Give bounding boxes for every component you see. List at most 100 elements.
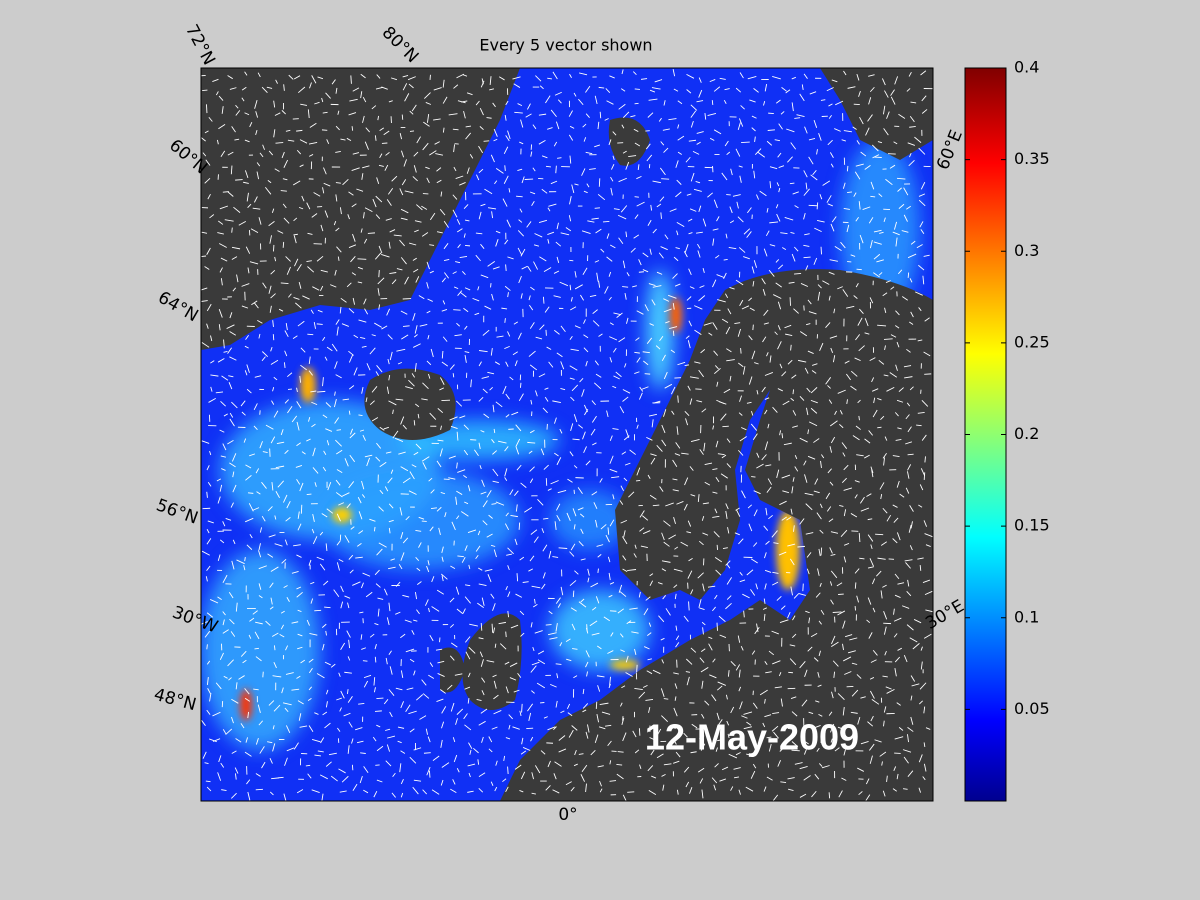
vector bbox=[860, 507, 870, 512]
vector bbox=[896, 773, 899, 780]
vector bbox=[716, 274, 725, 279]
vector bbox=[712, 491, 718, 494]
vector bbox=[320, 269, 328, 273]
vector bbox=[804, 367, 809, 374]
vector bbox=[587, 220, 595, 223]
vector bbox=[877, 557, 886, 560]
vector bbox=[467, 672, 471, 678]
vector bbox=[740, 646, 744, 651]
vector bbox=[828, 399, 833, 404]
vector bbox=[789, 658, 797, 666]
vector bbox=[772, 76, 781, 80]
vector bbox=[685, 335, 690, 339]
vector bbox=[300, 347, 306, 353]
vector bbox=[532, 167, 536, 172]
vector bbox=[665, 321, 670, 324]
vector bbox=[670, 386, 676, 395]
vector bbox=[495, 760, 498, 766]
vector bbox=[844, 671, 852, 675]
vector bbox=[884, 307, 887, 314]
vector bbox=[429, 212, 436, 221]
vector bbox=[212, 738, 221, 742]
vector bbox=[274, 168, 280, 172]
vector bbox=[258, 217, 262, 225]
vector bbox=[633, 553, 637, 558]
vector bbox=[885, 280, 891, 284]
vector bbox=[647, 632, 652, 637]
vector bbox=[676, 222, 685, 228]
vector bbox=[360, 73, 366, 79]
vector bbox=[300, 103, 308, 106]
vector bbox=[839, 505, 844, 507]
vector bbox=[582, 123, 587, 128]
vector bbox=[461, 556, 466, 563]
vector bbox=[311, 528, 315, 534]
vector bbox=[279, 633, 285, 638]
vector bbox=[288, 74, 294, 80]
vector bbox=[308, 559, 312, 566]
vector bbox=[852, 126, 857, 130]
vector bbox=[571, 623, 576, 631]
vector bbox=[776, 469, 780, 478]
vector bbox=[569, 125, 575, 129]
vector bbox=[415, 443, 422, 450]
vector bbox=[807, 299, 812, 305]
vector bbox=[630, 115, 636, 118]
vector bbox=[478, 361, 482, 367]
vector bbox=[514, 360, 518, 367]
vector bbox=[422, 789, 428, 795]
vector bbox=[480, 274, 489, 279]
vector bbox=[259, 152, 264, 158]
vector bbox=[219, 243, 227, 248]
vector bbox=[505, 135, 510, 142]
vector bbox=[505, 686, 509, 694]
vector bbox=[404, 93, 410, 102]
vector bbox=[399, 188, 404, 196]
vector bbox=[794, 246, 799, 252]
vector bbox=[227, 659, 234, 667]
vector bbox=[794, 466, 799, 472]
vector bbox=[206, 538, 212, 545]
vector bbox=[417, 581, 422, 585]
vector bbox=[634, 544, 637, 549]
vector bbox=[400, 217, 408, 221]
vector bbox=[618, 337, 626, 343]
vector bbox=[467, 697, 470, 704]
vector bbox=[555, 700, 558, 708]
vector bbox=[210, 386, 213, 392]
vector bbox=[518, 219, 523, 223]
vector bbox=[473, 747, 479, 754]
vector bbox=[241, 411, 246, 416]
vector bbox=[440, 739, 443, 748]
vector bbox=[672, 489, 679, 492]
vector bbox=[499, 643, 507, 650]
vector bbox=[227, 151, 234, 156]
vector bbox=[242, 659, 247, 664]
map-frame bbox=[200, 67, 934, 802]
vector bbox=[244, 751, 252, 757]
vector bbox=[390, 558, 395, 561]
vector bbox=[270, 346, 273, 352]
vector bbox=[201, 440, 210, 444]
vector bbox=[782, 400, 790, 406]
vector bbox=[894, 668, 897, 677]
colorbar-tick-label: 0.15 bbox=[1014, 516, 1050, 535]
vector bbox=[443, 220, 449, 228]
vector bbox=[766, 486, 772, 493]
vector bbox=[244, 688, 250, 695]
vector bbox=[621, 69, 624, 75]
vector bbox=[871, 699, 880, 705]
vector bbox=[530, 736, 534, 742]
vector bbox=[478, 787, 484, 793]
vector bbox=[406, 687, 414, 690]
vector bbox=[626, 317, 629, 324]
vector bbox=[907, 142, 915, 146]
vector bbox=[803, 244, 810, 247]
vector bbox=[791, 102, 794, 112]
vector bbox=[514, 111, 523, 114]
vector bbox=[596, 544, 604, 547]
vector bbox=[842, 707, 845, 716]
vector bbox=[487, 573, 492, 583]
vector bbox=[872, 607, 876, 613]
vector bbox=[468, 564, 471, 570]
